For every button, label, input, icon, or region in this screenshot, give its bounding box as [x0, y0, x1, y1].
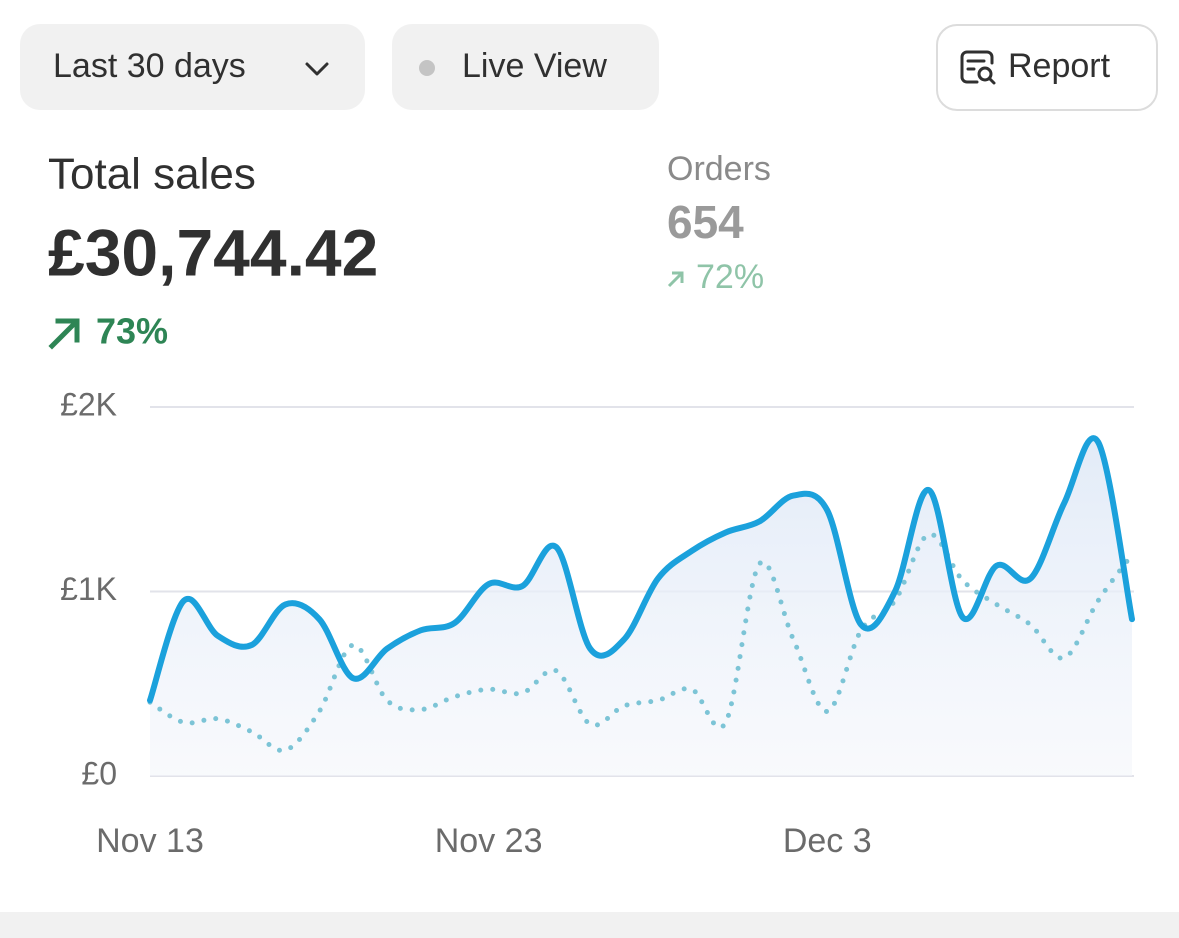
x-tick-label: Dec 3 [783, 822, 872, 860]
total-sales-label: Total sales [48, 150, 256, 199]
date-range-button[interactable]: Last 30 days [20, 24, 365, 110]
y-tick-label: £2K [60, 386, 117, 422]
date-range-label: Last 30 days [53, 47, 246, 85]
orders-value: 654 [667, 196, 744, 248]
report-button[interactable]: Report [936, 24, 1158, 111]
live-view-label: Live View [462, 47, 607, 85]
line [147, 435, 1135, 704]
sales-chart: £0 £1K £2K Nov 13 Nov 23 Dec 3 [60, 386, 1135, 860]
up-arrow-icon [667, 271, 684, 288]
orders-change: 72% [696, 258, 764, 296]
up-arrow-icon [48, 318, 80, 350]
x-tick-label: Nov 13 [96, 822, 204, 860]
area [150, 438, 1132, 776]
report-icon [960, 50, 996, 85]
live-view-button[interactable]: Live View [392, 24, 659, 110]
y-tick-label: £0 [81, 755, 117, 791]
report-label: Report [1008, 47, 1111, 85]
orders-label: Orders [667, 150, 771, 188]
line [147, 531, 1135, 754]
total-sales-value: £30,744.42 [48, 215, 378, 289]
bottom-bar [0, 912, 1179, 938]
x-tick-label: Nov 23 [435, 822, 543, 860]
y-tick-label: £1K [60, 571, 117, 607]
total-sales-change: 73% [96, 311, 168, 352]
